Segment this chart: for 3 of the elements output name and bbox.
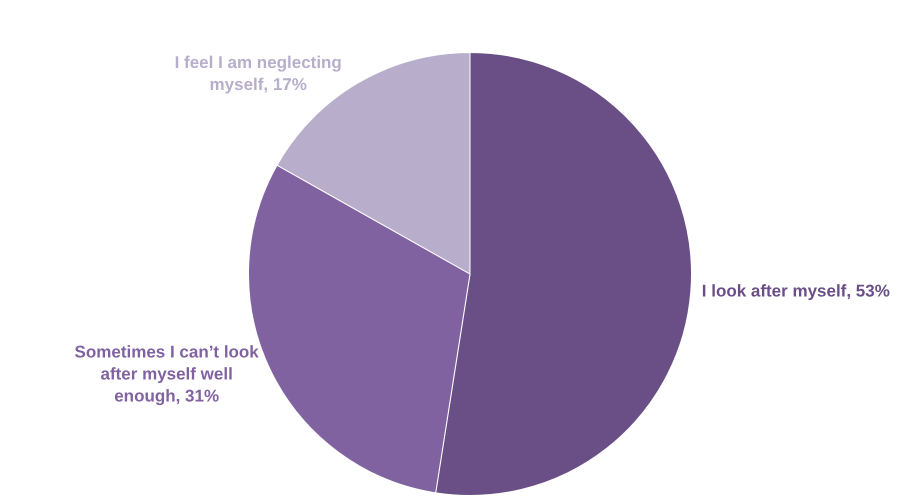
slice-label: I look after myself, 53% (702, 282, 890, 301)
slice-label: I feel I am neglecting myself, 17% (174, 52, 342, 94)
slice-label: Sometimes I can’t look after myself well enough, 31% (74, 342, 260, 406)
